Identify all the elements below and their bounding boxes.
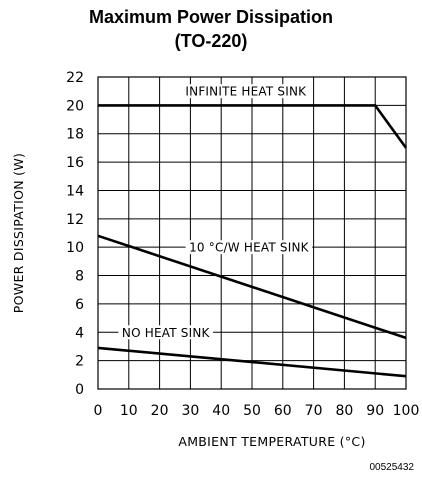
x-tick-label-30: 30 <box>181 403 199 419</box>
x-tick-label-20: 20 <box>151 403 169 419</box>
y-axis-title: POWER DISSIPATION (W) <box>11 153 26 313</box>
y-tick-label-10: 10 <box>66 240 84 256</box>
y-tick-label-4: 4 <box>75 325 84 341</box>
series-line-1 <box>98 104 408 149</box>
series-label-background-1 <box>181 84 310 99</box>
y-tick-label-22: 22 <box>66 70 84 86</box>
y-tick-label-6: 6 <box>75 297 84 313</box>
y-tick-label-20: 20 <box>66 98 84 114</box>
y-tick-label-16: 16 <box>66 155 84 171</box>
series-label-3: NO HEAT SINK <box>122 326 211 340</box>
x-tick-label-100: 100 <box>393 403 420 419</box>
x-tick-label-10: 10 <box>120 403 138 419</box>
x-tick-label-50: 50 <box>243 403 261 419</box>
x-tick-label-60: 60 <box>274 403 292 419</box>
y-tick-label-14: 14 <box>66 183 84 199</box>
chart-subtitle: (TO-220) <box>174 31 248 51</box>
x-axis-title: AMBIENT TEMPERATURE (°C) <box>178 434 365 449</box>
series-line-2 <box>97 234 407 340</box>
series-label-background-3 <box>118 325 214 340</box>
series-label-1: INFINITE HEAT SINK <box>185 85 307 99</box>
y-tick-label-8: 8 <box>75 269 84 285</box>
y-tick-label-18: 18 <box>66 127 84 143</box>
y-tick-label-2: 2 <box>75 354 84 370</box>
x-tick-label-90: 90 <box>366 403 384 419</box>
plot-area-border <box>97 76 407 390</box>
y-tick-label-0: 0 <box>75 382 84 398</box>
x-tick-label-80: 80 <box>335 403 353 419</box>
y-tick-label-12: 12 <box>66 212 84 228</box>
series-line-3 <box>97 346 407 378</box>
series-label-2: 10 °C/W HEAT SINK <box>189 241 310 255</box>
x-tick-label-70: 70 <box>305 403 323 419</box>
series-label-background-2 <box>185 240 313 255</box>
x-tick-label-0: 0 <box>94 403 103 419</box>
chart-title: Maximum Power Dissipation <box>88 7 334 27</box>
x-tick-label-40: 40 <box>212 403 230 419</box>
document-number: 00525432 <box>369 462 415 473</box>
